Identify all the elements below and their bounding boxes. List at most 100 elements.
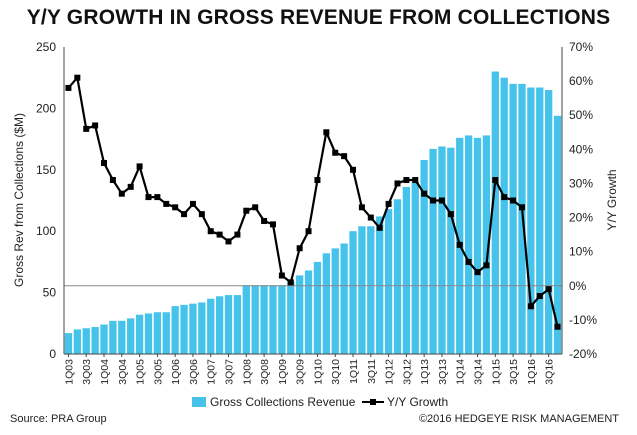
growth-point-4Q08 xyxy=(269,221,276,228)
bar-2Q16 xyxy=(536,87,544,355)
growth-point-2Q08 xyxy=(252,204,259,211)
x-tick-label: 1Q11 xyxy=(348,359,360,384)
y-tick-right: 50% xyxy=(569,108,593,122)
bar-4Q11 xyxy=(376,216,384,354)
x-tick-label: 3Q09 xyxy=(295,359,307,385)
growth-point-1Q04 xyxy=(101,159,108,166)
growth-point-3Q13 xyxy=(438,197,445,204)
growth-point-4Q07 xyxy=(234,231,241,238)
bar-3Q05 xyxy=(153,312,162,354)
x-tick-label: 1Q03 xyxy=(63,359,75,385)
x-tick-label: 3Q08 xyxy=(259,359,271,385)
bar-4Q06 xyxy=(198,302,206,354)
bar-2Q10 xyxy=(322,253,330,354)
y-tick-right: 20% xyxy=(569,211,593,225)
bar-4Q10 xyxy=(340,243,348,354)
bar-2Q03 xyxy=(73,329,81,354)
bar-2Q11 xyxy=(358,226,366,354)
y-tick-right: -10% xyxy=(569,313,597,327)
growth-point-4Q10 xyxy=(341,153,348,160)
growth-point-1Q12 xyxy=(385,200,392,207)
bar-4Q04 xyxy=(127,318,135,354)
y-tick-right: 10% xyxy=(569,245,593,259)
legend-label-bars: Gross Collections Revenue xyxy=(210,395,356,409)
growth-point-1Q06 xyxy=(172,204,179,211)
bar-4Q05 xyxy=(162,312,170,354)
growth-point-3Q16 xyxy=(545,286,552,293)
y-tick-left: 50 xyxy=(43,286,57,300)
bar-4Q07 xyxy=(233,295,242,354)
growth-point-4Q12 xyxy=(412,177,419,184)
growth-point-1Q08 xyxy=(243,207,250,214)
growth-point-4Q13 xyxy=(447,211,454,218)
growth-point-1Q07 xyxy=(207,228,214,235)
bar-2Q08 xyxy=(251,285,259,354)
x-tick-label: 1Q10 xyxy=(312,359,324,385)
x-tick-label: 1Q07 xyxy=(206,359,218,385)
legend-swatch-marker xyxy=(370,399,376,405)
x-tick-label: 1Q05 xyxy=(135,359,147,385)
bar-3Q14 xyxy=(473,137,482,354)
copyright-note: ©2016 HEDGEYE RISK MANAGEMENT xyxy=(418,413,619,425)
y-tick-left: 250 xyxy=(36,40,56,54)
growth-point-2Q05 xyxy=(145,194,152,201)
y-tick-right: 60% xyxy=(569,74,593,88)
bar-1Q07 xyxy=(207,298,215,354)
growth-point-2Q12 xyxy=(394,180,401,187)
source-note: Source: PRA Group xyxy=(10,413,107,425)
growth-point-1Q03 xyxy=(65,84,72,91)
bar-2Q04 xyxy=(109,320,117,354)
bar-3Q15 xyxy=(509,83,517,354)
bar-3Q16 xyxy=(545,89,553,354)
growth-point-1Q09 xyxy=(278,272,285,279)
bar-1Q05 xyxy=(135,314,144,354)
growth-point-3Q15 xyxy=(510,197,517,204)
growth-point-3Q10 xyxy=(332,149,339,156)
growth-point-2Q07 xyxy=(216,231,223,238)
bar-1Q11 xyxy=(349,231,357,354)
growth-point-4Q09 xyxy=(305,228,312,235)
x-tick-label: 3Q13 xyxy=(437,359,449,385)
bar-1Q09 xyxy=(278,285,286,354)
legend-label-line: Y/Y Growth xyxy=(387,395,448,409)
bar-2Q13 xyxy=(429,148,437,354)
bar-1Q08 xyxy=(242,285,250,354)
bar-3Q04 xyxy=(118,320,126,354)
bar-3Q12 xyxy=(402,186,411,354)
x-tick-label: 3Q10 xyxy=(330,359,342,385)
y-tick-left: 100 xyxy=(36,224,56,238)
growth-point-3Q05 xyxy=(154,194,161,201)
growth-point-3Q12 xyxy=(403,177,410,184)
y-tick-left: 0 xyxy=(49,347,56,361)
growth-point-3Q07 xyxy=(225,238,232,245)
bar-4Q08 xyxy=(269,285,277,354)
growth-point-4Q14 xyxy=(483,262,490,269)
growth-point-4Q06 xyxy=(198,211,205,218)
bar-1Q03 xyxy=(64,333,73,354)
bar-3Q03 xyxy=(82,328,90,354)
growth-point-4Q16 xyxy=(554,323,561,330)
chart-title: Y/Y GROWTH IN GROSS REVENUE FROM COLLECT… xyxy=(26,6,611,29)
growth-point-1Q15 xyxy=(492,177,499,184)
bar-2Q09 xyxy=(287,281,295,354)
growth-point-2Q13 xyxy=(430,197,437,204)
y-tick-right: -20% xyxy=(569,347,597,361)
x-tick-label: 3Q04 xyxy=(117,359,129,385)
bar-3Q07 xyxy=(224,295,233,354)
bar-1Q06 xyxy=(171,306,179,354)
bar-4Q12 xyxy=(411,182,419,354)
growth-point-3Q11 xyxy=(367,214,374,221)
bar-3Q10 xyxy=(331,248,339,354)
growth-point-1Q05 xyxy=(136,163,143,170)
growth-point-2Q06 xyxy=(181,211,188,218)
bar-4Q09 xyxy=(304,270,313,354)
bar-1Q10 xyxy=(313,261,322,354)
growth-point-3Q08 xyxy=(261,217,268,224)
bar-1Q13 xyxy=(420,159,428,354)
growth-line-layer xyxy=(65,74,561,330)
bar-3Q09 xyxy=(296,275,304,354)
growth-point-3Q04 xyxy=(118,190,125,197)
growth-point-3Q03 xyxy=(83,125,90,132)
bar-1Q15 xyxy=(491,71,499,354)
